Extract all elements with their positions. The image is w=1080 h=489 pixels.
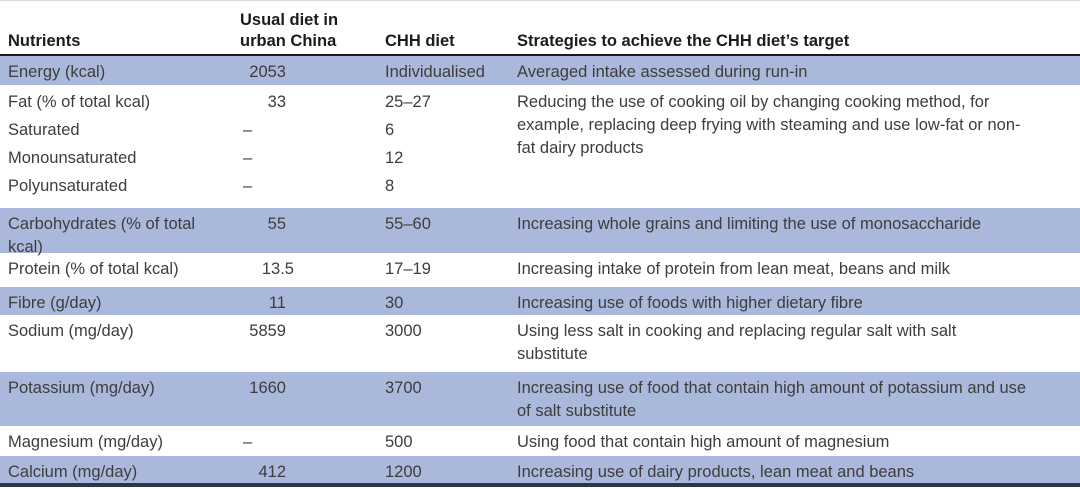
- header-usual-diet-label: Usual diet in urban China: [240, 11, 339, 50]
- nutrient-label: Polyunsaturated: [8, 177, 128, 195]
- table-row-potassium: Potassium (mg/day) 1660 3700 Increasing …: [0, 372, 1080, 426]
- usual-value-cell: 11: [240, 287, 385, 315]
- table-row-protein: Protein (% of total kcal) 13.5 17–19 Inc…: [0, 253, 1080, 287]
- strategy-cell: Increasing whole grains and limiting the…: [517, 215, 982, 233]
- strategy-cell: Using food that contain high amount of m…: [517, 433, 890, 451]
- chh-value: 6: [385, 121, 395, 139]
- table-row-carbohydrates: Carbohydrates (% of total kcal) 55 55–60…: [0, 208, 1080, 256]
- header-usual-diet: Usual diet in urban China: [240, 10, 385, 52]
- usual-value-cell: 2053: [240, 56, 385, 85]
- chh-value-cell: Individualised: [385, 63, 485, 81]
- table-header-row: Nutrients Usual diet in urban China CHH …: [0, 1, 1080, 56]
- usual-value-cell: 1660: [240, 372, 385, 426]
- usual-value: 1660: [249, 379, 286, 397]
- usual-value-cell: –: [240, 426, 385, 456]
- chh-value-cell: 30: [385, 294, 404, 312]
- chh-value-cell: 1200: [385, 463, 422, 481]
- strategy-cell: Increasing use of dairy products, lean m…: [517, 463, 915, 481]
- nutrient-label: Saturated: [8, 121, 80, 139]
- strategy-cell: Increasing use of food that contain high…: [517, 379, 1027, 420]
- usual-value: 2053: [249, 63, 286, 81]
- nutrient-cell: Protein (% of total kcal): [8, 260, 179, 278]
- usual-value: –: [243, 149, 253, 167]
- chh-value-cell: 55–60: [385, 215, 431, 233]
- table-row-fat-group: Fat (% of total kcal) Saturated Monounsa…: [0, 85, 1080, 208]
- nutrient-label: Fat (% of total kcal): [8, 93, 151, 111]
- nutrient-label: Monounsaturated: [8, 149, 137, 167]
- usual-value: 11: [268, 294, 286, 312]
- chh-value-cell: 17–19: [385, 260, 431, 278]
- usual-value: 13.5: [261, 260, 294, 278]
- chh-value-cell: 500: [385, 433, 413, 451]
- table-row-fibre: Fibre (g/day) 11 30 Increasing use of fo…: [0, 287, 1080, 315]
- table-row-energy: Energy (kcal) 2053 Individualised Averag…: [0, 56, 1080, 85]
- nutrient-cell: Calcium (mg/day): [8, 463, 138, 481]
- table-bottom-rule: [0, 483, 1080, 487]
- chh-value: 25–27: [385, 93, 431, 111]
- usual-value-cell: 33 – – –: [240, 85, 385, 208]
- nutrient-cell: Energy (kcal): [8, 63, 106, 81]
- nutrient-cell: Sodium (mg/day): [8, 322, 134, 340]
- header-nutrients: Nutrients: [8, 32, 81, 50]
- usual-value-cell: 13.5: [240, 253, 385, 287]
- nutrient-cell: Carbohydrates (% of total kcal): [8, 215, 196, 256]
- nutrient-cell: Magnesium (mg/day): [8, 433, 163, 451]
- table-row-calcium: Calcium (mg/day) 412 1200 Increasing use…: [0, 456, 1080, 483]
- table-row-magnesium: Magnesium (mg/day) – 500 Using food that…: [0, 426, 1080, 456]
- chh-value-cell: 3700: [385, 379, 422, 397]
- table-row-sodium: Sodium (mg/day) 5859 3000 Using less sal…: [0, 315, 1080, 372]
- header-chh-diet: CHH diet: [385, 32, 455, 50]
- usual-value: –: [243, 121, 253, 139]
- usual-value-cell: 412: [240, 456, 385, 483]
- usual-value: 412: [258, 463, 286, 481]
- strategy-cell: Reducing the use of cooking oil by chang…: [517, 93, 1021, 157]
- usual-value: –: [243, 433, 253, 451]
- usual-value: 5859: [249, 322, 286, 340]
- nutrient-cell: Fat (% of total kcal) Saturated Monounsa…: [0, 85, 240, 208]
- usual-value-cell: 5859: [240, 315, 385, 372]
- chh-value-cell: 25–27 6 12 8: [385, 85, 517, 208]
- nutrient-cell: Potassium (mg/day): [8, 379, 155, 397]
- strategy-cell: Increasing use of foods with higher diet…: [517, 294, 863, 312]
- usual-value: 55: [267, 215, 286, 233]
- chh-value: 12: [385, 149, 404, 167]
- chh-value: 8: [385, 177, 395, 195]
- header-strategies: Strategies to achieve the CHH diet’s tar…: [517, 32, 850, 50]
- usual-value: 33: [267, 93, 286, 111]
- usual-value: –: [243, 177, 253, 195]
- strategy-cell: Using less salt in cooking and replacing…: [517, 322, 957, 363]
- strategy-cell: Averaged intake assessed during run-in: [517, 63, 808, 81]
- chh-value-cell: 3000: [385, 322, 422, 340]
- nutrient-cell: Fibre (g/day): [8, 294, 102, 312]
- usual-value-cell: 55: [240, 208, 385, 253]
- strategy-cell: Increasing intake of protein from lean m…: [517, 260, 950, 278]
